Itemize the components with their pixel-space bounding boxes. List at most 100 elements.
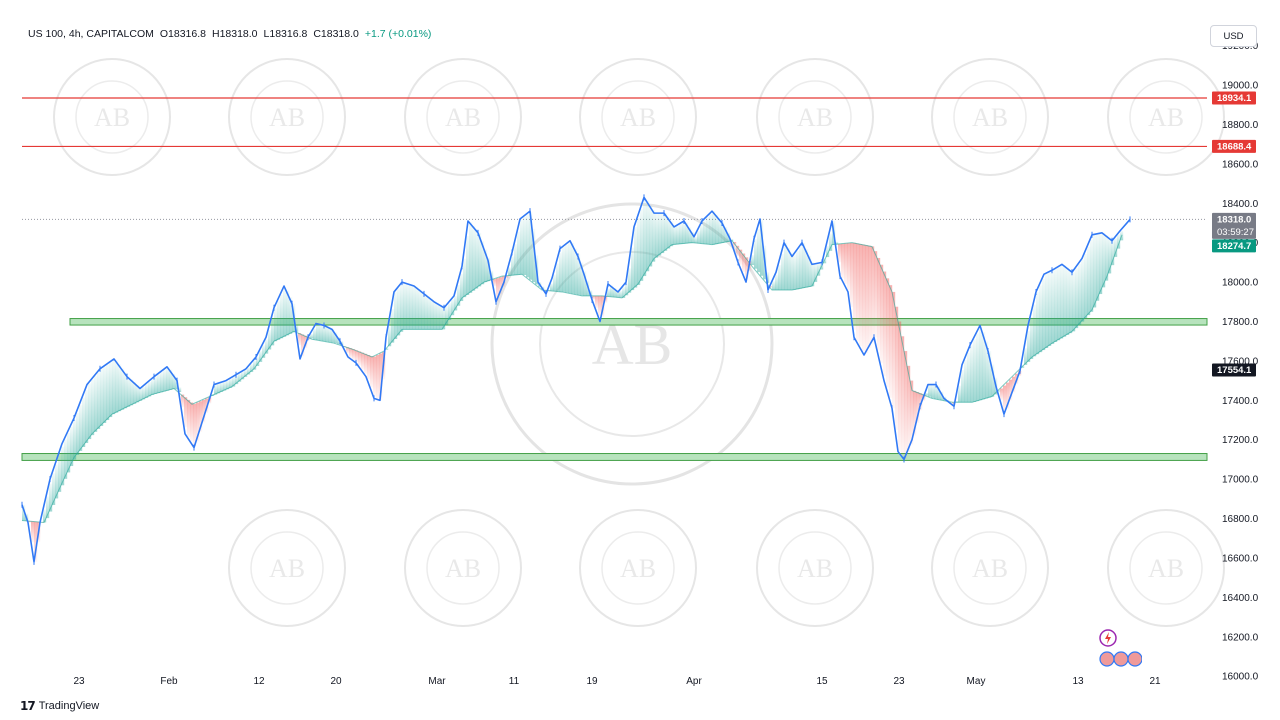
price-price-text: 18318.0 — [1217, 214, 1251, 225]
ribbon-segment — [514, 244, 518, 275]
ribbon-segment — [178, 387, 182, 393]
x-tick-label: 20 — [330, 676, 342, 687]
ribbon-segment — [967, 352, 971, 403]
ribbon-segment — [595, 295, 599, 308]
ribbon-segment — [112, 360, 116, 415]
ribbon-segment — [853, 242, 857, 330]
ribbon-segment — [877, 257, 881, 351]
ribbon-segment — [61, 446, 65, 486]
resistance-price-text: 18934.1 — [1217, 93, 1252, 104]
ribbon-segment — [349, 348, 353, 358]
ribbon-segment — [1054, 269, 1058, 342]
ribbon-segment — [1090, 239, 1094, 312]
alert-icons[interactable] — [1098, 628, 1142, 672]
ribbon-segment — [955, 401, 959, 403]
ribbon-segment — [916, 392, 920, 423]
y-tick-label: 16200.0 — [1222, 632, 1259, 643]
ribbon-segment — [145, 384, 149, 398]
ribbon-segment — [424, 293, 428, 330]
ribbon-segment — [67, 433, 71, 473]
ribbon-segment — [883, 271, 887, 377]
ribbon-segment — [892, 291, 896, 409]
ribbon-segment — [1039, 285, 1043, 353]
ribbon-segment — [139, 387, 143, 401]
ribbon-segment — [493, 279, 497, 287]
time-axis: 23 Feb 12 20 Mar 11 19 Apr 15 23 May 13 21 — [73, 676, 1161, 687]
ribbon-segment — [562, 247, 566, 292]
ribbon-segment — [658, 213, 662, 256]
ribbon-segment — [259, 351, 263, 362]
ribbon-segment — [871, 246, 875, 343]
ribbon-segment — [925, 392, 929, 396]
ribbon-segment — [136, 384, 140, 403]
ribbon-segment — [439, 304, 443, 330]
ribbon-segment — [772, 281, 776, 290]
watermark-ring-icon — [778, 80, 852, 154]
ribbon-segment — [574, 248, 578, 295]
watermark-ring-icon — [250, 531, 324, 605]
ribbon-segment — [997, 389, 1001, 392]
currency-button[interactable]: USD — [1210, 25, 1257, 47]
ribbon-segment — [202, 399, 206, 423]
watermark-seal-icon — [931, 509, 1049, 627]
footer-brand[interactable]: 𝟭𝟳 TradingView — [20, 699, 99, 713]
ribbon-segment — [148, 381, 152, 397]
ribbon-segment — [517, 231, 521, 275]
ribbon-segment — [499, 277, 503, 295]
y-tick-label: 16400.0 — [1222, 593, 1259, 604]
ribbon-segment — [667, 217, 671, 249]
ribbon-segment — [568, 242, 572, 294]
x-tick-label: 21 — [1149, 676, 1161, 687]
ribbon-segment — [46, 496, 50, 519]
ribbon-segment — [64, 439, 68, 479]
watermark-seal-icon — [1107, 58, 1225, 176]
ribbon-segment — [1069, 269, 1073, 334]
ribbon-segment — [388, 325, 392, 347]
ribbon-segment — [901, 336, 905, 456]
watermark-ring-icon — [1129, 80, 1203, 154]
ribbon-segment — [889, 285, 893, 398]
ribbon-segment — [937, 386, 941, 400]
ribbon-segment — [736, 245, 740, 257]
ribbon-segment — [553, 274, 557, 292]
ribbon-segment — [529, 211, 533, 280]
ribbon-segment — [448, 302, 452, 320]
ribbon-segment — [274, 307, 278, 342]
ribbon-segment — [298, 333, 302, 346]
watermark-ring-icon — [601, 531, 675, 605]
ribbon-segment — [1096, 234, 1100, 301]
ribbon-segment — [433, 301, 437, 330]
ribbon-segment — [217, 383, 221, 394]
ribbon-segment — [673, 225, 677, 245]
ribbon-segment — [316, 323, 320, 340]
ribbon-segment — [361, 352, 365, 370]
watermark-initials: AB — [972, 103, 1008, 132]
ribbon-segment — [598, 295, 602, 317]
ribbon-segment — [745, 257, 749, 280]
ribbon-segment — [118, 364, 122, 412]
ribbon-segment — [79, 405, 83, 451]
ribbon-segment — [373, 356, 377, 396]
ribbon-segment — [631, 247, 635, 291]
watermark-seal-icon — [228, 58, 346, 176]
ribbon-segment — [655, 213, 659, 258]
ribbon-segment — [556, 263, 560, 292]
watermark-large-seal-icon — [490, 202, 774, 486]
ribbon-segment — [520, 219, 524, 275]
ribbon-segment — [1012, 376, 1016, 393]
x-tick-label: Feb — [160, 676, 178, 687]
ribbon-segment — [307, 337, 311, 340]
ribbon-segment — [769, 286, 773, 288]
ribbon-segment — [838, 244, 842, 263]
buy-price-tag — [1212, 239, 1256, 253]
ribbon-segment — [358, 351, 362, 366]
ribbon-segment — [613, 288, 617, 297]
ribbon-segment — [70, 426, 74, 467]
ribbon-segment — [814, 263, 818, 282]
ribbon-segment — [715, 214, 719, 245]
ribbon-segment — [76, 412, 80, 455]
ribbon-segment — [679, 223, 683, 244]
ribbon-segment — [694, 236, 698, 243]
ribbon-segment — [1057, 267, 1061, 341]
